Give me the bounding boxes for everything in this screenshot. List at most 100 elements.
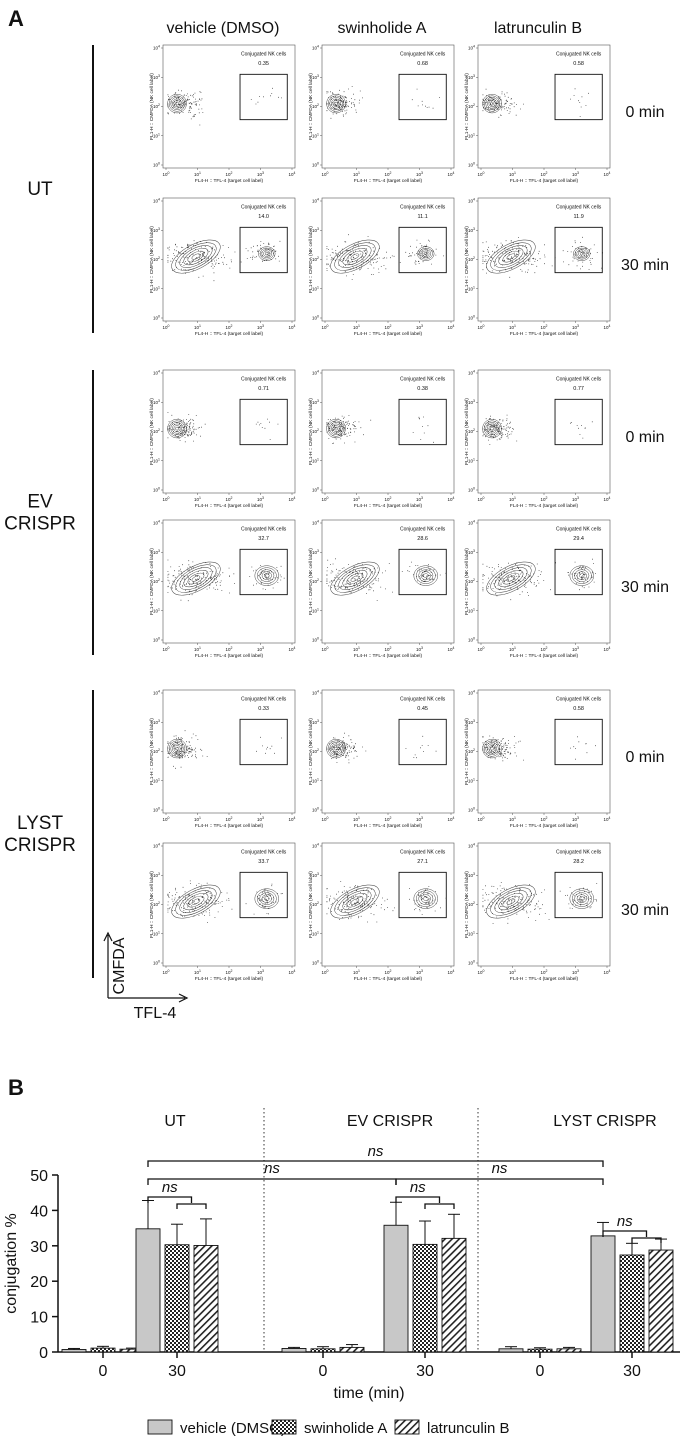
x-tick-label: 104 xyxy=(289,969,296,975)
tick-base: 10 xyxy=(478,817,484,822)
tick-exponent: 2 xyxy=(158,428,160,432)
tick-base: 10 xyxy=(153,902,159,907)
tick-base: 10 xyxy=(312,75,318,80)
y-tick-label: 104 xyxy=(153,690,160,696)
tick-exponent: 3 xyxy=(421,969,423,973)
contour xyxy=(179,890,213,913)
gate-value: 11.1 xyxy=(418,214,428,220)
contour xyxy=(576,894,587,903)
bar xyxy=(193,1244,219,1353)
tick-base: 10 xyxy=(468,163,474,168)
y-tick-label: 100 xyxy=(312,315,319,321)
gate-title: Conjugated NK cells xyxy=(400,204,446,210)
events xyxy=(167,412,279,443)
y-tick-label: 103 xyxy=(153,227,160,233)
y-tick-label: 101 xyxy=(153,132,160,138)
y-tick-label: 102 xyxy=(312,748,319,754)
tick-exponent: 0 xyxy=(327,496,329,500)
contour xyxy=(254,565,279,586)
gate-value: 0.58 xyxy=(573,61,584,67)
contour xyxy=(175,242,217,271)
tick-base: 10 xyxy=(448,172,454,177)
tick-base: 10 xyxy=(604,647,610,652)
tick-base: 10 xyxy=(468,75,474,80)
bar xyxy=(383,1224,409,1353)
tick-exponent: 0 xyxy=(483,324,485,328)
contour xyxy=(179,567,213,590)
contour xyxy=(191,898,201,905)
tick-exponent: 0 xyxy=(317,807,319,811)
tick-base: 10 xyxy=(478,497,484,502)
x-tick-label: 102 xyxy=(385,969,392,975)
tick-base: 10 xyxy=(194,647,200,652)
legend-label: swinholide A xyxy=(304,1420,387,1437)
y-tick-label: 100 xyxy=(468,807,475,813)
tick-base: 10 xyxy=(153,778,159,783)
y-tick-label: 102 xyxy=(468,748,475,754)
tick-exponent: 2 xyxy=(158,103,160,107)
tick-base: 10 xyxy=(153,720,159,725)
tick-exponent: 4 xyxy=(317,370,319,374)
x-axis-label: FL4-H :: TFL-4 (target cell label) xyxy=(195,178,264,184)
tick-base: 10 xyxy=(226,325,232,330)
gate-value: 33.7 xyxy=(258,859,269,865)
gate-title: Conjugated NK cells xyxy=(556,696,602,702)
y-tick-label: 104 xyxy=(468,45,475,51)
tick-exponent: 1 xyxy=(158,132,160,136)
tick-base: 10 xyxy=(541,497,547,502)
tick-exponent: 0 xyxy=(473,162,475,166)
bar xyxy=(164,1244,190,1353)
bar xyxy=(310,1348,336,1353)
events xyxy=(326,86,440,119)
gate-title: Conjugated NK cells xyxy=(556,376,602,382)
tick-base: 10 xyxy=(478,647,484,652)
tick-base: 10 xyxy=(416,497,422,502)
events xyxy=(167,880,283,923)
group-label: CRISPR xyxy=(4,514,76,535)
corner-axes xyxy=(103,931,189,1003)
tick-base: 10 xyxy=(194,325,200,330)
contour xyxy=(486,884,536,919)
gate xyxy=(398,73,447,121)
tick-exponent: 1 xyxy=(199,324,201,328)
y-tick-label: 102 xyxy=(312,901,319,907)
contour xyxy=(264,896,270,901)
tick-exponent: 4 xyxy=(473,843,475,847)
tick-exponent: 1 xyxy=(473,607,475,611)
plot-frame xyxy=(162,197,296,322)
y-tick-label: 102 xyxy=(153,256,160,262)
gate xyxy=(239,871,288,919)
tick-exponent: 4 xyxy=(294,646,296,650)
tick-exponent: 1 xyxy=(199,816,201,820)
tick-exponent: 3 xyxy=(158,399,160,403)
x-tick-label: 30 xyxy=(416,1363,434,1380)
significance-label: ns xyxy=(162,1179,178,1196)
tick-exponent: 4 xyxy=(294,324,296,328)
tick-base: 10 xyxy=(257,172,263,177)
tick-base: 10 xyxy=(468,286,474,291)
tick-exponent: 0 xyxy=(317,960,319,964)
tick-base: 10 xyxy=(322,970,328,975)
contour xyxy=(487,423,497,434)
bar xyxy=(498,1348,524,1353)
gate xyxy=(554,548,603,596)
tick-exponent: 0 xyxy=(168,646,170,650)
tick-exponent: 2 xyxy=(317,428,319,432)
y-axis-label: FL1-H :: CMFDA (NK cell label) xyxy=(308,226,314,293)
y-tick-label: 101 xyxy=(153,930,160,936)
tick-exponent: 3 xyxy=(317,549,319,553)
tick-base: 10 xyxy=(353,817,359,822)
y-tick-label: 103 xyxy=(153,872,160,878)
tick-base: 10 xyxy=(194,817,200,822)
tick-exponent: 2 xyxy=(231,496,233,500)
contour xyxy=(342,248,368,266)
x-tick-label: 0 xyxy=(319,1363,328,1380)
tick-exponent: 4 xyxy=(317,843,319,847)
significance-label: ns xyxy=(368,1143,384,1160)
tick-exponent: 3 xyxy=(577,646,579,650)
y-tick-label: 104 xyxy=(153,198,160,204)
contour xyxy=(498,248,524,266)
contour xyxy=(569,565,594,586)
tick-exponent: 3 xyxy=(317,399,319,403)
